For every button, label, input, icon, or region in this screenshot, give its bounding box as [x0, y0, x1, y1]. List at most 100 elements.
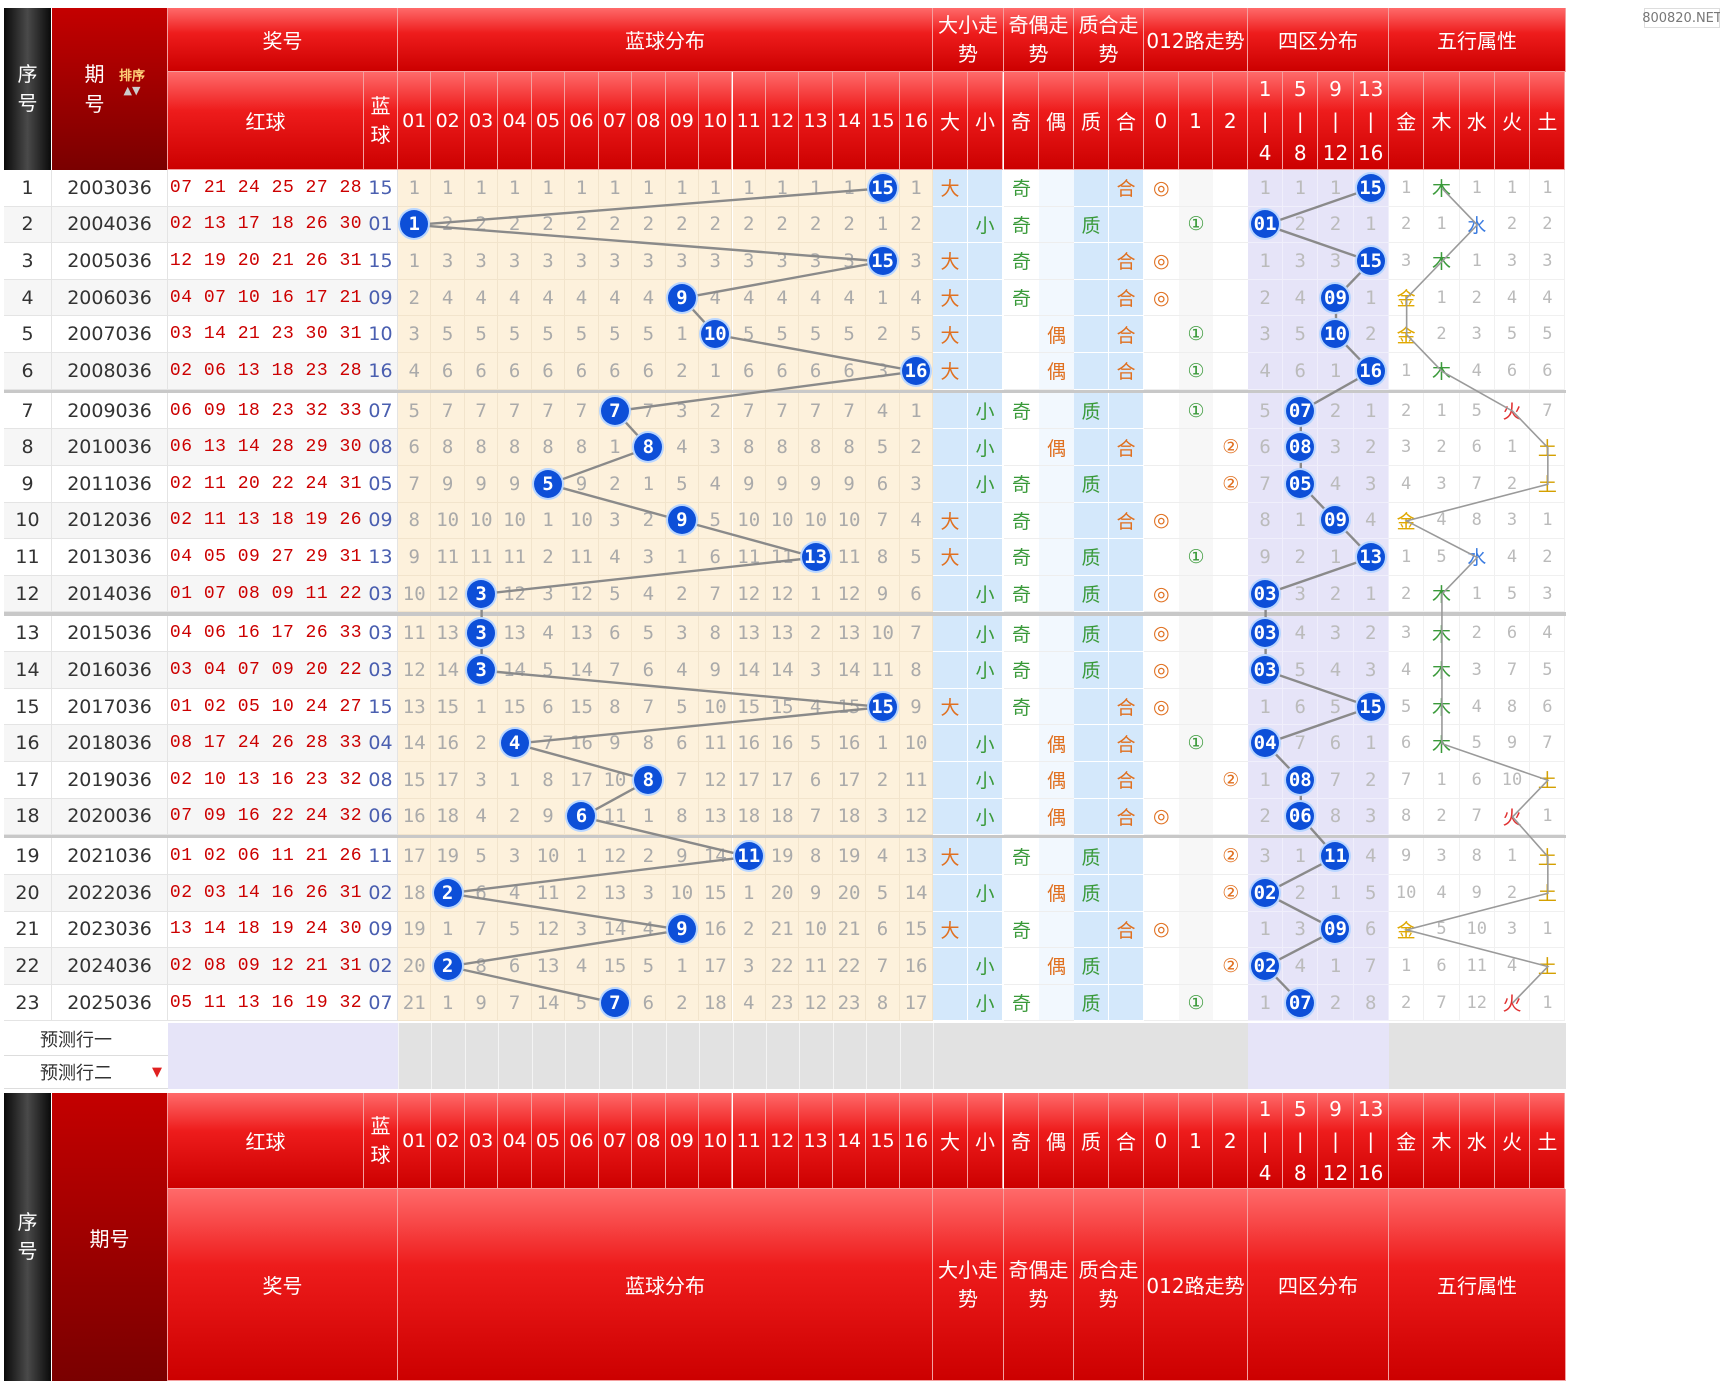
grid-line — [464, 1023, 466, 1090]
wuxing-cell: 3 — [1389, 243, 1425, 280]
blue-dist-cell: 3 — [899, 243, 934, 280]
wuxing-cell: 2 — [1424, 429, 1460, 466]
footer-red-header: 红球 — [168, 1093, 364, 1190]
zone-cell: 16 — [1353, 353, 1389, 390]
blue-dist-cell: 17 — [732, 762, 766, 799]
blue-dist-cell: 16 — [765, 725, 800, 762]
footer-road-col: 1 — [1178, 1093, 1214, 1190]
wuxing-cell: 5 — [1530, 316, 1566, 353]
zone-cell: 5 — [1248, 392, 1284, 430]
pc-cell — [1109, 392, 1144, 430]
footer-blue-col-03: 03 — [464, 1093, 499, 1190]
zone-cell: 08 — [1283, 762, 1319, 799]
road-cell: ① — [1178, 316, 1214, 353]
blue-dist-cell: 3 — [799, 243, 833, 280]
blue-dist-cell: 2 — [699, 392, 733, 430]
pc-cell: 质 — [1074, 575, 1109, 613]
wuxing-cell: 1 — [1424, 762, 1460, 799]
blue-col-13: 13 — [799, 72, 833, 170]
bs-cell: 小 — [968, 725, 1003, 762]
row-blue-ball: 03 — [364, 575, 398, 613]
blue-dist-cell: 2 — [632, 206, 666, 244]
footer-blue-col-04: 04 — [498, 1093, 532, 1190]
wuxing-cell: 11 — [1459, 948, 1495, 985]
blue-ball-hit: 15 — [868, 246, 897, 275]
footer-blue-col-11: 11 — [732, 1093, 766, 1190]
footer-blue-col-07: 07 — [598, 1093, 633, 1190]
blue-dist-cell: 16 — [699, 911, 733, 949]
arrow-down-icon[interactable]: ▼ — [152, 1064, 162, 1080]
blue-dist-cell: 15 — [732, 688, 766, 726]
row-period: 2013036 — [52, 539, 168, 576]
zone4-header: 四区分布 — [1248, 8, 1389, 72]
predict-row-label[interactable]: 预测行二 ▼ — [4, 1056, 168, 1090]
wuxing-cell: 木 — [1424, 725, 1460, 762]
oe-cell: 偶 — [1039, 725, 1074, 762]
blue-dist-cell: 9 — [665, 838, 700, 875]
footer-blue-header: 蓝球 — [364, 1093, 398, 1190]
row-red-balls: 02 06 13 18 23 28 — [168, 353, 364, 390]
zone-cell: 01 — [1248, 206, 1284, 244]
blue-dist-cell: 11 — [832, 539, 867, 576]
road-cell — [1144, 206, 1179, 244]
row-red-balls: 08 17 24 26 28 33 — [168, 725, 364, 762]
row-period: 2017036 — [52, 688, 168, 726]
wuxing-cell: 2 — [1530, 539, 1566, 576]
pc-cell: 合 — [1109, 316, 1144, 353]
blue-dist-cell: 1 — [531, 502, 566, 540]
blue-dist-cell: 13 — [832, 615, 867, 653]
blue-dist-cell: 13 — [699, 798, 733, 836]
zone-ball-hit: 11 — [1321, 842, 1350, 871]
blue-dist-cell: 11 — [464, 539, 499, 576]
grid-line — [832, 1023, 834, 1090]
blue-dist-cell: 7 — [598, 392, 633, 430]
blue-dist-cell: 3 — [866, 353, 900, 390]
sort-button[interactable]: 排序 ▲▼ — [119, 69, 145, 99]
blue-dist-cell: 6 — [699, 539, 733, 576]
blue-dist-cell: 6 — [598, 353, 633, 390]
road-cell — [1213, 984, 1249, 1022]
footer-oe-col: 奇 — [1004, 1093, 1039, 1190]
blue-dist-cell: 1 — [665, 948, 700, 985]
blue-dist-cell: 7 — [498, 984, 532, 1022]
blue-dist-cell: 3 — [665, 392, 700, 430]
row-seq: 19 — [4, 838, 52, 875]
row-period: 2012036 — [52, 502, 168, 540]
blue-dist-cell: 15 — [699, 875, 733, 912]
road-cell: ① — [1178, 392, 1214, 430]
bs-cell — [968, 911, 1003, 949]
wuxing-cell: 3 — [1459, 316, 1495, 353]
wuxing-cell: 2 — [1494, 875, 1531, 912]
blue-dist-cell: 18 — [832, 798, 867, 836]
predict-wx-area — [1389, 1023, 1566, 1090]
road-cell — [1213, 652, 1249, 689]
wuxing-cell: 2 — [1389, 206, 1425, 244]
blue-dist-cell: 1 — [398, 243, 432, 280]
blue-dist-cell: 12 — [765, 575, 800, 613]
row-blue-ball: 15 — [364, 243, 398, 280]
wuxing-cell: 1 — [1389, 948, 1425, 985]
big-small-header: 大小走势 — [933, 8, 1004, 72]
pc-cell: 合 — [1109, 911, 1144, 949]
oe-cell: 奇 — [1004, 615, 1039, 653]
road012-footer: 012路走势 — [1144, 1189, 1248, 1381]
blue-dist-cell: 5 — [765, 316, 800, 353]
bs-cell: 小 — [968, 429, 1003, 466]
wuxing-cell: 2 — [1530, 206, 1566, 244]
oe-cell — [1039, 392, 1074, 430]
row-period: 2023036 — [52, 911, 168, 949]
row-period: 2008036 — [52, 353, 168, 390]
pc-cell — [1109, 466, 1144, 503]
wuxing-footer: 五行属性 — [1389, 1189, 1566, 1381]
blue-dist-cell: 10 — [866, 615, 900, 653]
zone-col: 5 | 8 — [1283, 72, 1319, 170]
blue-dist-cell: 4 — [398, 353, 432, 390]
blue-dist-cell: 9 — [665, 911, 700, 949]
predict-row-label[interactable]: 预测行一 — [4, 1023, 168, 1057]
footer-zone-col: 13 | 16 — [1353, 1093, 1389, 1190]
wuxing-cell: 1 — [1389, 353, 1425, 390]
blue-dist-cell: 1 — [866, 725, 900, 762]
row-separator — [4, 835, 1566, 839]
row-blue-ball: 02 — [364, 875, 398, 912]
road-cell: ① — [1178, 539, 1214, 576]
